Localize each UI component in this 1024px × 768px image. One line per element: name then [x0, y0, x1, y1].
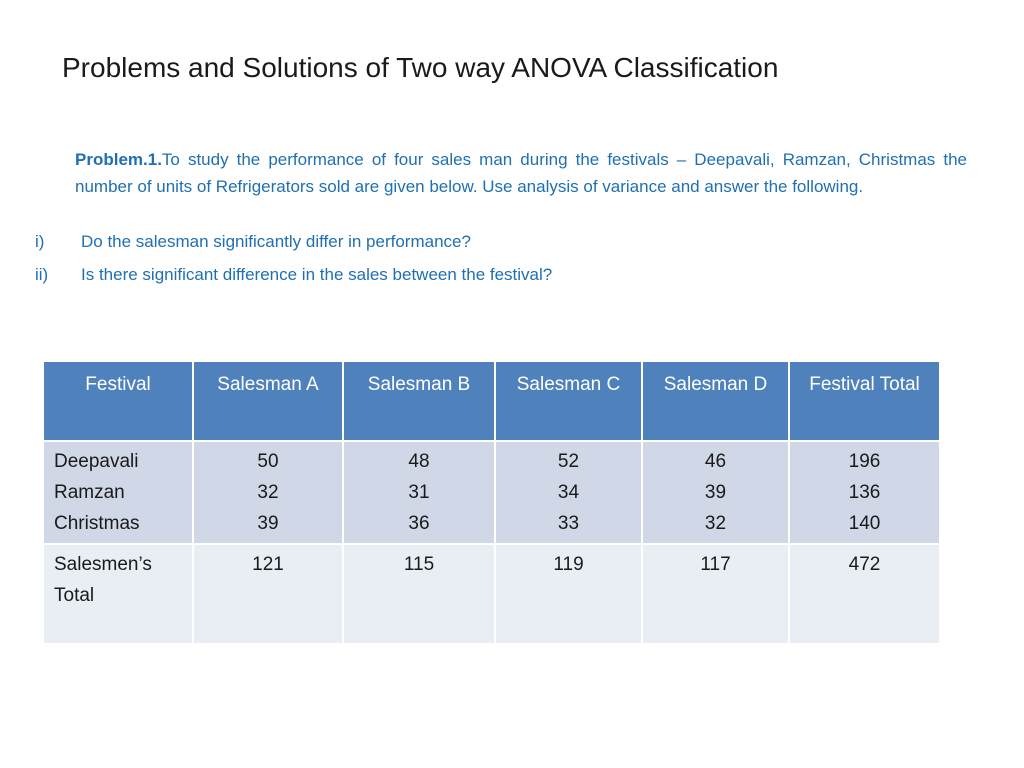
- header-salesman-a: Salesman A: [192, 360, 344, 442]
- sales-value: 52: [557, 451, 580, 472]
- sales-value: 32: [257, 482, 279, 503]
- question-item: i) Do the salesman significantly differ …: [35, 232, 975, 265]
- sales-value: 39: [704, 482, 727, 503]
- grand-total: 472: [788, 543, 941, 645]
- question-number: i): [35, 232, 45, 251]
- salesman-b-total: 115: [342, 543, 496, 645]
- table-header-row: Festival Salesman A Salesman B Salesman …: [42, 360, 941, 442]
- question-text: Is there significant difference in the s…: [81, 265, 553, 284]
- salesmen-total-label: Salesmen’s Total: [42, 543, 194, 645]
- header-salesman-b: Salesman B: [342, 360, 496, 442]
- festival-name: Christmas: [54, 513, 140, 534]
- table-row: Deepavali Ramzan Christmas 50 32 39 48 3…: [42, 440, 941, 545]
- header-festival-total: Festival Total: [788, 360, 941, 442]
- sales-value: 36: [408, 513, 430, 534]
- festival-names-cell: Deepavali Ramzan Christmas: [42, 440, 194, 545]
- festival-name: Deepavali: [54, 451, 139, 472]
- header-salesman-d: Salesman D: [641, 360, 790, 442]
- salesman-b-cell: 48 31 36: [342, 440, 496, 545]
- header-festival: Festival: [42, 360, 194, 442]
- problem-text: To study the performance of four sales m…: [75, 150, 967, 196]
- total-value: 140: [848, 513, 881, 534]
- question-item: ii) Is there significant difference in t…: [35, 265, 975, 298]
- festival-name: Ramzan: [54, 482, 125, 503]
- salesman-d-cell: 46 39 32: [641, 440, 790, 545]
- salesman-a-cell: 50 32 39: [192, 440, 344, 545]
- sales-value: 33: [557, 513, 580, 534]
- salesman-c-total: 119: [494, 543, 643, 645]
- total-value: 136: [848, 482, 881, 503]
- sales-value: 46: [704, 451, 727, 472]
- question-number: ii): [35, 265, 49, 284]
- slide-title: Problems and Solutions of Two way ANOVA …: [62, 52, 779, 83]
- sales-table: Festival Salesman A Salesman B Salesman …: [42, 360, 941, 645]
- sales-value: 31: [408, 482, 430, 503]
- header-salesman-c: Salesman C: [494, 360, 643, 442]
- question-list: i) Do the salesman significantly differ …: [35, 232, 975, 298]
- problem-lead: Problem.1.: [75, 150, 162, 169]
- festival-total-cell: 196 136 140: [788, 440, 941, 545]
- sales-value: 32: [704, 513, 727, 534]
- sales-value: 34: [557, 482, 580, 503]
- question-text: Do the salesman significantly differ in …: [81, 232, 471, 251]
- sales-value: 48: [408, 451, 430, 472]
- sales-value: 39: [257, 513, 279, 534]
- table-row: Salesmen’s Total 121 115 119 117 472: [42, 543, 941, 645]
- total-value: 196: [848, 451, 881, 472]
- salesman-c-cell: 52 34 33: [494, 440, 643, 545]
- problem-statement: Problem.1.To study the performance of fo…: [75, 146, 967, 200]
- salesman-a-total: 121: [192, 543, 344, 645]
- salesman-d-total: 117: [641, 543, 790, 645]
- sales-value: 50: [257, 451, 279, 472]
